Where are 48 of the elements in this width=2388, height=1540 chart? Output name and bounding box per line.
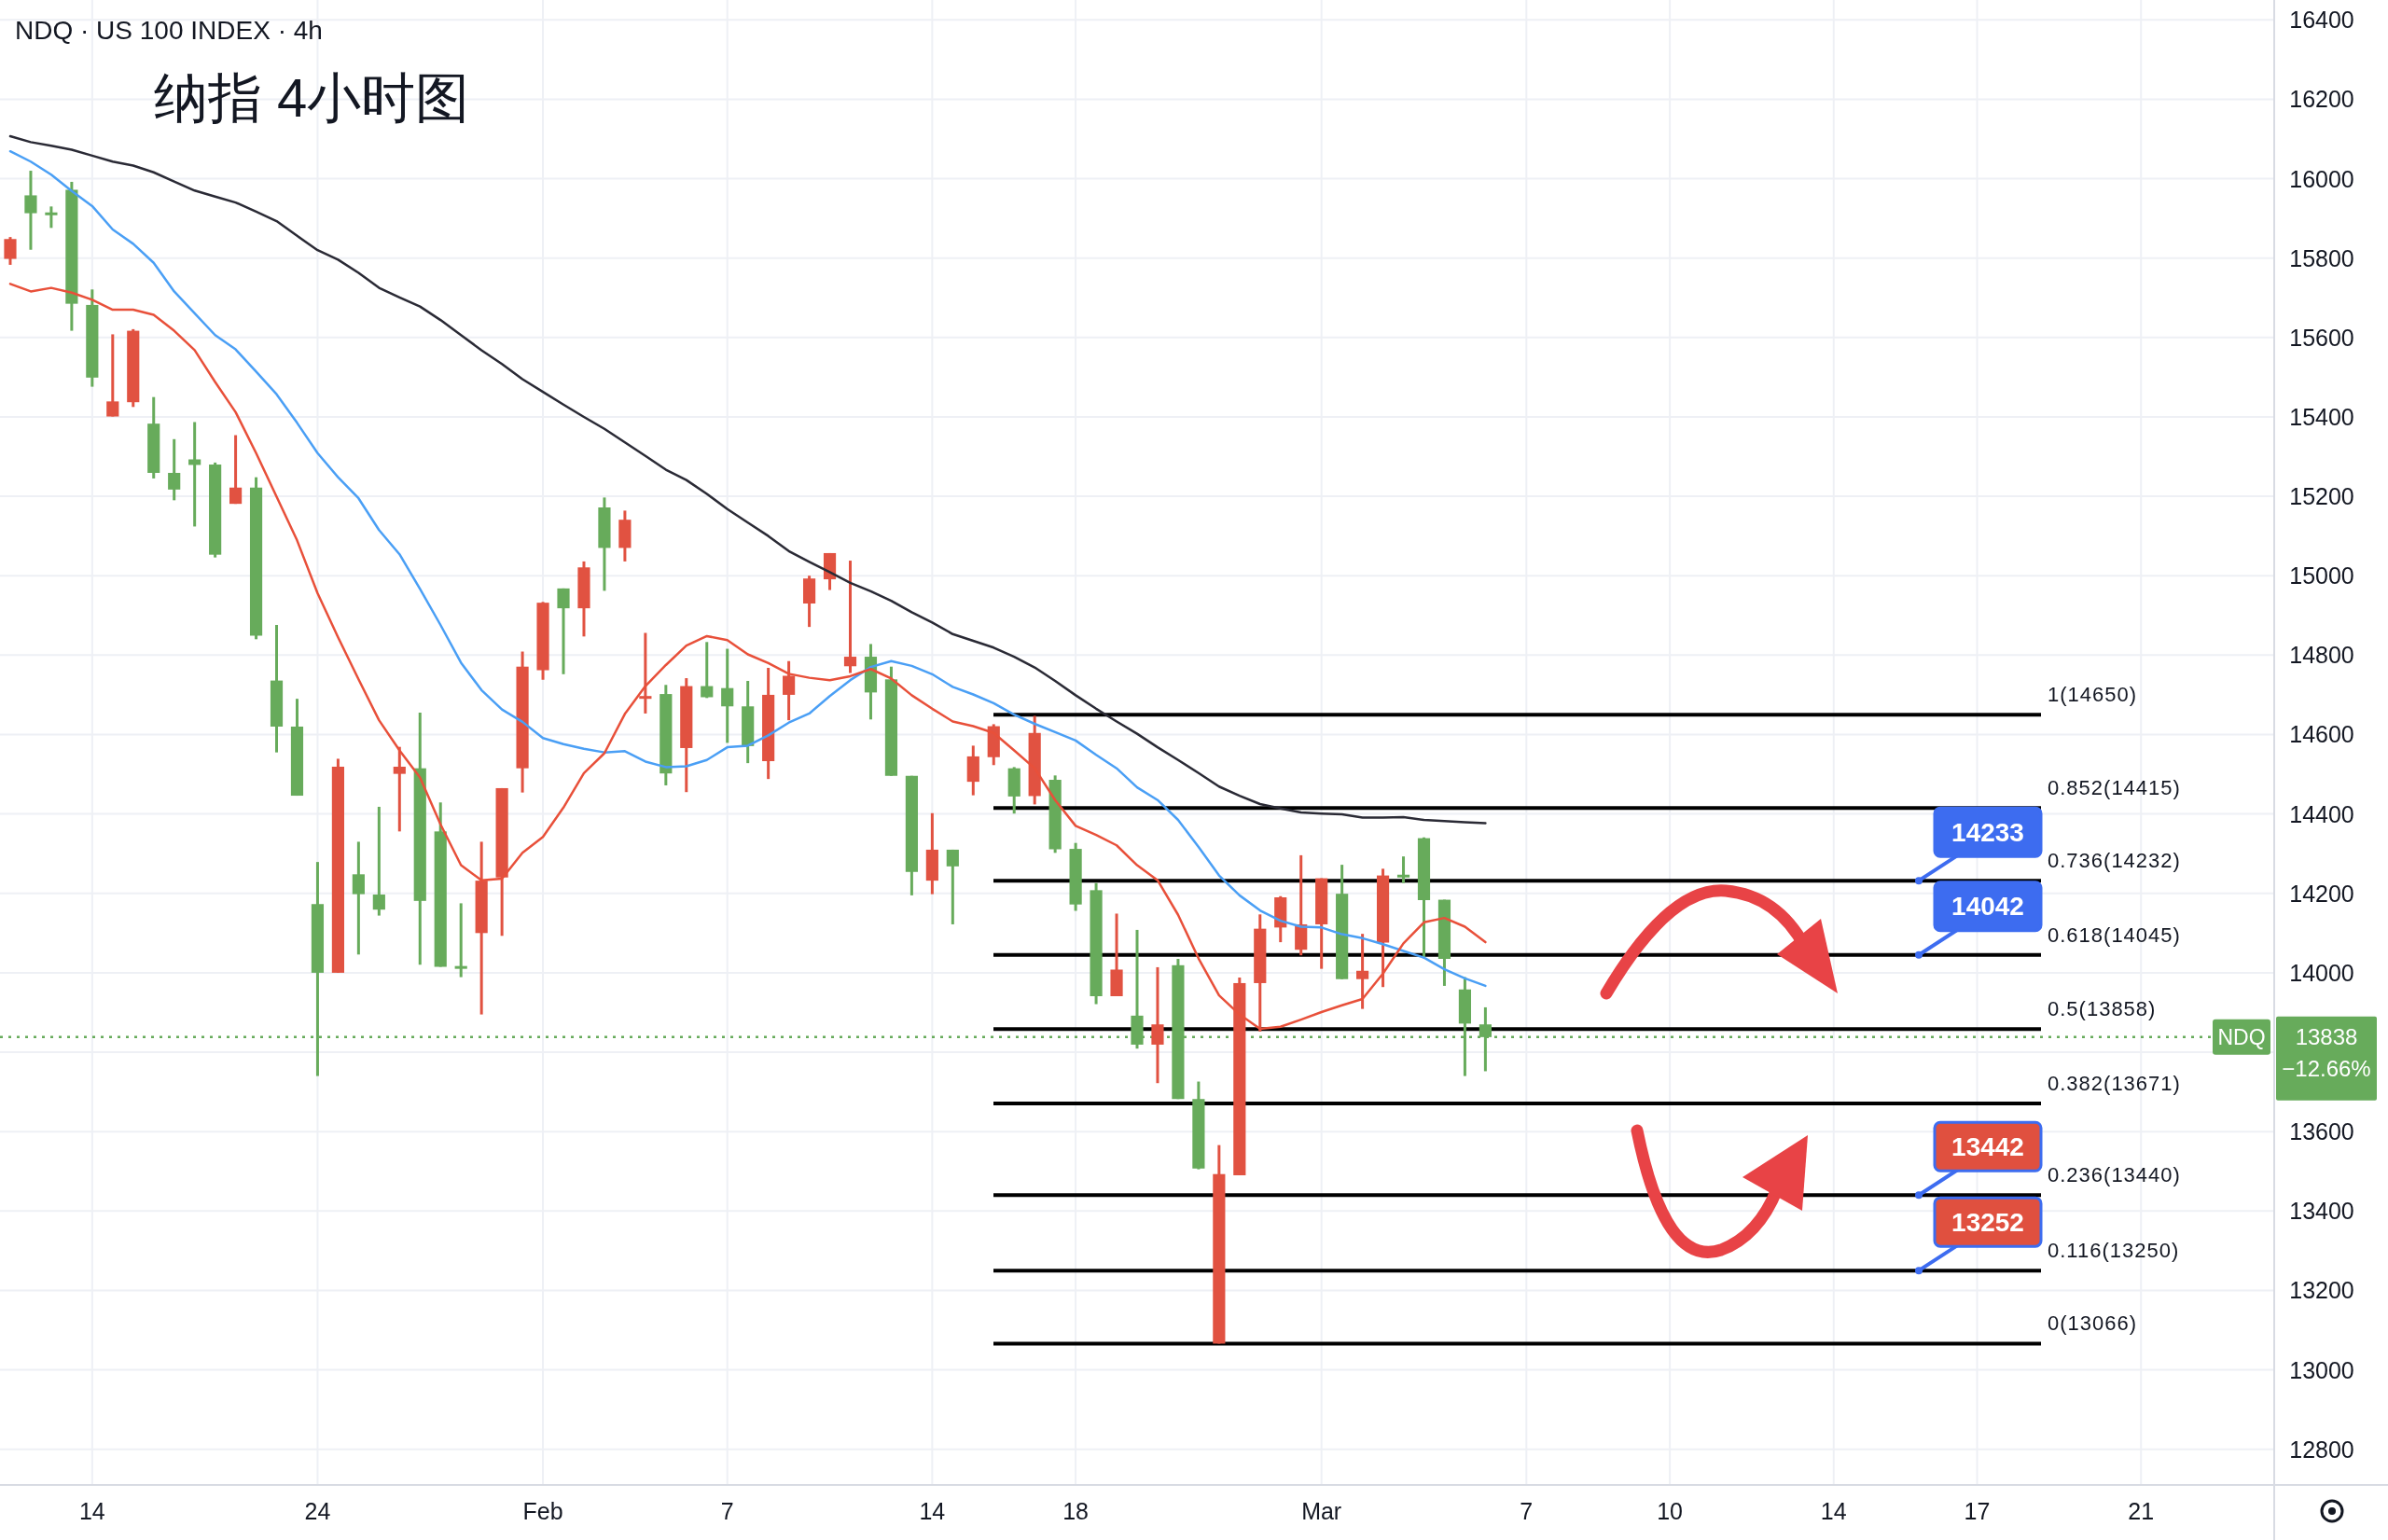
x-tick-label: 18	[1062, 1498, 1090, 1524]
x-tick-label: 10	[1657, 1498, 1683, 1524]
ref-line-label: 0.116(13250)	[2048, 1239, 2180, 1263]
y-tick-label: 13400	[2289, 1198, 2354, 1225]
y-tick-label: 14600	[2289, 721, 2354, 748]
y-tick-label: 15200	[2289, 483, 2354, 510]
y-tick-label: 15800	[2289, 244, 2354, 271]
y-tick-label: 15600	[2289, 324, 2354, 351]
ref-line-label: 0.852(14415)	[2048, 776, 2181, 800]
x-tick-label: Mar	[1301, 1498, 1342, 1524]
y-tick-label: 14800	[2289, 642, 2354, 669]
y-tick-label: 13200	[2289, 1277, 2354, 1304]
x-tick-label: 21	[2128, 1498, 2155, 1524]
y-tick-label: 16000	[2289, 165, 2354, 192]
x-tick-label: Feb	[522, 1498, 563, 1524]
ref-line-label: 1(14650)	[2048, 683, 2138, 707]
y-tick-label: 13000	[2289, 1356, 2354, 1383]
annotation: 14042	[1951, 892, 2024, 922]
x-tick-label: 14	[78, 1498, 105, 1524]
text: 13838	[2295, 1024, 2358, 1050]
y-tick-label: 16200	[2289, 86, 2354, 113]
y-tick-label: 14000	[2289, 959, 2354, 986]
annotation: 13252	[1951, 1207, 2024, 1237]
ref-line-label: 0.382(13671)	[2048, 1071, 2181, 1095]
y-tick-label: 15400	[2289, 403, 2354, 430]
annotation: 14233	[1951, 817, 2024, 847]
ref-line-label: NDQ	[2217, 1024, 2266, 1049]
ref-line-label: 0.236(13440)	[2048, 1163, 2181, 1187]
x-tick-label: 14	[919, 1498, 946, 1524]
y-tick-label: 14200	[2289, 880, 2354, 907]
x-tick-label: 14	[1820, 1498, 1847, 1524]
text: 纳指 4小时图	[154, 67, 470, 128]
y-tick-label: 12800	[2289, 1436, 2354, 1463]
text: NDQ · US 100 INDEX · 4h	[15, 16, 323, 45]
y-tick-label: 15000	[2289, 562, 2354, 590]
y-tick-label: 13600	[2289, 1118, 2354, 1145]
ref-line-label: 0(13066)	[2048, 1311, 2138, 1336]
x-tick-label: 17	[1964, 1498, 1991, 1524]
x-tick-label: 24	[304, 1498, 331, 1524]
ref-line-label: 0.736(14232)	[2048, 849, 2181, 873]
annotation: 13442	[1951, 1131, 2024, 1161]
ref-line-label: 0.5(13858)	[2048, 997, 2157, 1021]
text: −12.66%	[2282, 1056, 2371, 1082]
x-tick-label: 7	[720, 1498, 734, 1524]
y-tick-label: 16400	[2289, 7, 2354, 34]
ref-line-label: 0.618(14045)	[2048, 923, 2181, 947]
y-tick-label: 14400	[2289, 800, 2354, 827]
x-tick-label: 7	[1520, 1498, 1534, 1524]
